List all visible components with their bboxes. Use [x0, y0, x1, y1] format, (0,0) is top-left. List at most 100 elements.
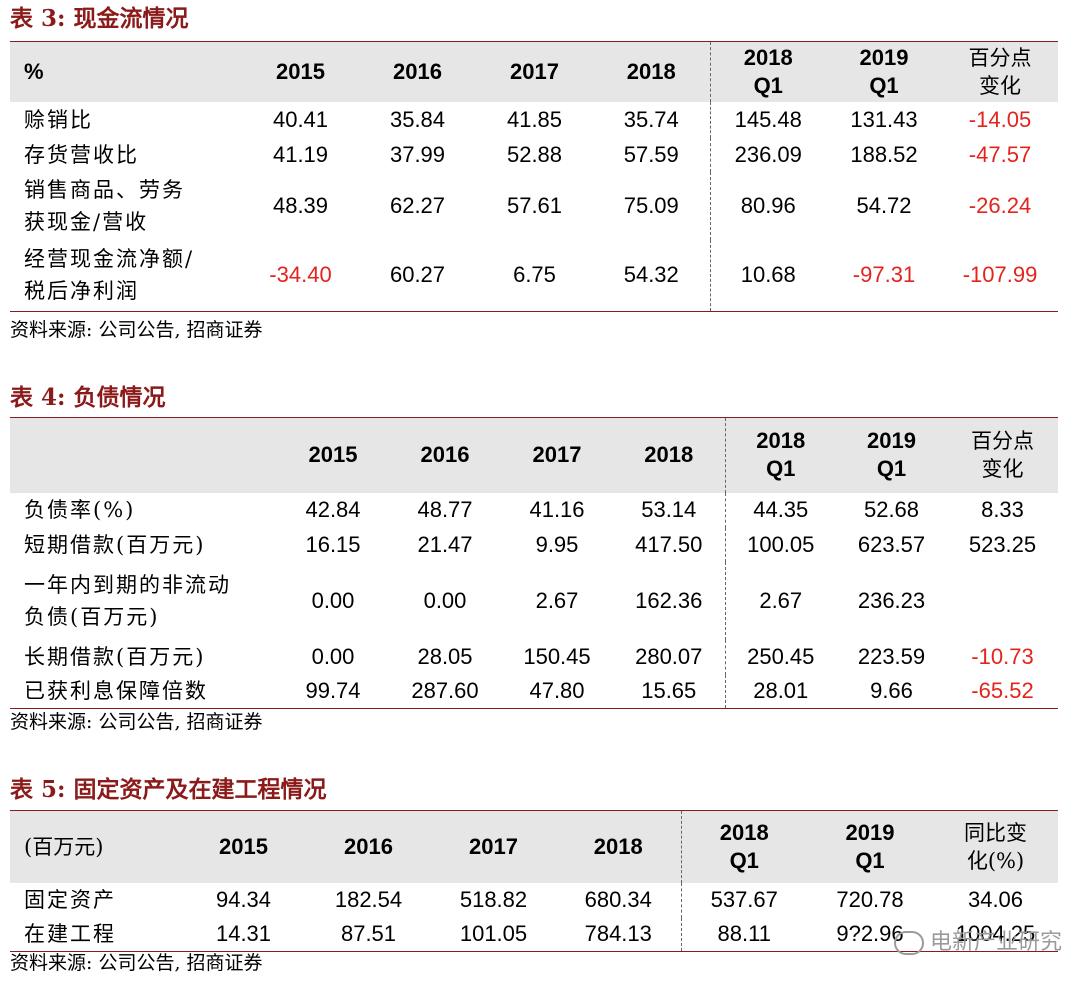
table-cell: 8.33	[981, 497, 1024, 522]
table-cell: 41.16	[529, 497, 585, 522]
table-cell: 48.39	[272, 192, 329, 218]
table-cell: 0.00	[311, 644, 355, 669]
table-cell: 236.09	[709, 137, 826, 172]
row-label: 存货营收比	[24, 142, 139, 167]
t5-header-5: 2018 Q1	[680, 810, 807, 883]
table-cell	[947, 562, 1058, 640]
t4-header-0	[10, 418, 277, 493]
table-cell: 537.67	[680, 882, 807, 918]
table-cell: 57.59	[623, 141, 679, 167]
table-cell: 523.25	[968, 531, 1037, 557]
table-cell: 62.27	[389, 192, 446, 218]
table-cell: 236.23	[857, 587, 926, 613]
t5-header-4: 2018	[593, 833, 643, 859]
table-cell: 16.15	[305, 531, 361, 557]
table-cell: 44.35	[724, 492, 836, 528]
table-row: 一年内到期的非流动 负债(百万元) 0.00 0.00 2.67 162.36 2.67 23…	[10, 561, 1058, 640]
table4-section: 表 4: 负债情况 2015 2016 2017 2018 2018 Q1 2019 Q1 百分…	[10, 380, 1058, 740]
row-label: 长期借款(百万元)	[24, 645, 206, 669]
table-cell: 2.67	[724, 561, 836, 640]
table-cell: 87.51	[340, 921, 397, 947]
table-cell: 47.80	[529, 678, 585, 704]
table-row: 长期借款(百万元) 0.00 28.05 150.45 280.07 250.45 223.…	[10, 639, 1058, 675]
row-label: 经营现金流净额/税后净利润	[24, 247, 195, 304]
table-cell: -107.99	[962, 262, 1038, 288]
table-cell: 2.67	[535, 587, 579, 613]
t4-header-4: 2018	[644, 442, 694, 468]
t3-header-4: 2018	[626, 58, 676, 84]
table4-header-row: 2015 2016 2017 2018 2018 Q1 2019 Q1 百分点 变化	[10, 417, 1058, 493]
table-cell: 784.13	[584, 921, 652, 947]
row-label: 在建工程	[24, 922, 116, 947]
table-cell: 9.66	[870, 678, 913, 704]
t5-header-6: 2019 Q1	[845, 819, 895, 873]
table-cell: 720.78	[836, 887, 904, 912]
table-cell: -14.05	[968, 106, 1032, 132]
table-cell: 41.19	[272, 141, 329, 167]
table-cell: -97.31	[852, 262, 916, 288]
t3-header-2: 2016	[393, 58, 442, 84]
table-cell: -47.57	[968, 141, 1032, 167]
table-row: 在建工程 14.31 87.51 101.05 784.13 88.11 9?2.96 100…	[10, 917, 1058, 952]
table-cell: 0.00	[311, 587, 355, 613]
table-row: 赊销比 40.41 35.84 41.85 35.74 145.48 131.43 -14.0…	[10, 101, 1058, 138]
table-cell: 9?2.96	[836, 921, 904, 947]
table-cell: 10.68	[709, 239, 826, 312]
table4: 2015 2016 2017 2018 2018 Q1 2019 Q1 百分点 变化 负债率(%)…	[10, 417, 1058, 709]
table-cell: 14.31	[215, 921, 272, 947]
t4-header-1: 2015	[308, 442, 358, 468]
table-cell: 9.95	[535, 531, 579, 557]
table3: % 2015 2016 2017 2018 2018 Q1 2019 Q1 百分点 变化 赊销比 40…	[10, 41, 1058, 312]
watermark-text: 电新产业研究	[929, 930, 1062, 955]
table5-section: 表 5: 固定资产及在建工程情况 (百万元) 2015 2016 2017 2018 20…	[10, 772, 1058, 988]
table-cell: 518.82	[459, 887, 528, 912]
table-cell: 623.57	[857, 531, 926, 557]
table-cell: 188.52	[850, 141, 918, 167]
table-cell: 280.07	[635, 644, 703, 669]
table5: (百万元) 2015 2016 2017 2018 2018 Q1 2019 Q1 同比变 化(%)…	[10, 810, 1058, 952]
table-cell: 52.88	[506, 141, 563, 167]
table-cell: 15.65	[641, 678, 697, 704]
table-cell: 150.45	[523, 644, 591, 669]
table-cell: 680.34	[584, 887, 652, 912]
row-label: 赊销比	[24, 107, 93, 132]
table4-source: 资料来源: 公司公告, 招商证券	[10, 711, 263, 733]
table-cell: 28.05	[417, 644, 473, 669]
t5-header-0: (百万元)	[24, 834, 104, 859]
table-cell: 287.60	[411, 678, 479, 704]
table-cell: 1004.25	[955, 921, 1036, 947]
t4-header-7: 百分点 变化	[971, 429, 1034, 482]
table3-header-row: % 2015 2016 2017 2018 2018 Q1 2019 Q1 百分点 变化	[10, 41, 1058, 102]
table-cell: 34.06	[967, 887, 1024, 912]
table-cell: 80.96	[709, 171, 826, 240]
row-label: 一年内到期的非流动 负债(百万元)	[24, 572, 231, 629]
table3-source: 资料来源: 公司公告, 招商证券	[10, 319, 263, 341]
table-cell: 250.45	[724, 639, 836, 675]
table-cell: 35.74	[623, 106, 679, 132]
t3-header-5: 2018 Q1	[709, 41, 826, 102]
table-cell: -10.73	[971, 644, 1034, 669]
t5-header-7: 同比变 化(%)	[964, 820, 1027, 873]
t3-header-0: %	[24, 58, 44, 84]
table-cell: 145.48	[709, 101, 826, 138]
t3-header-7: 百分点 变化	[968, 45, 1032, 98]
table-cell: 100.05	[724, 527, 836, 562]
table-row: 销售商品、劳务 获现金/营收 48.39 62.27 57.61 75.09 80.96 54…	[10, 171, 1058, 240]
table-cell: 28.01	[724, 674, 836, 709]
table-cell: 48.77	[417, 497, 473, 522]
table-cell: 94.34	[215, 887, 272, 912]
table-cell: -26.24	[968, 192, 1032, 218]
table-cell: -34.40	[269, 262, 332, 288]
table-row: 固定资产 94.34 182.54 518.82 680.34 537.67 720.78 3…	[10, 882, 1058, 918]
t4-header-3: 2017	[532, 442, 582, 468]
wechat-icon	[893, 931, 924, 955]
t5-header-1: 2015	[219, 833, 268, 859]
table-cell: 54.32	[623, 262, 679, 288]
table3-section: 表 3: 现金流情况 % 2015 2016 2017 2018 2018 Q1 2019 Q1…	[10, 2, 1058, 347]
table-cell: 417.50	[635, 531, 703, 557]
table-cell: 35.84	[389, 106, 446, 132]
table-cell: 57.61	[506, 192, 563, 218]
table-cell: 101.05	[459, 921, 528, 947]
table-cell: 40.41	[272, 106, 329, 132]
table-cell: 0.00	[423, 587, 467, 613]
